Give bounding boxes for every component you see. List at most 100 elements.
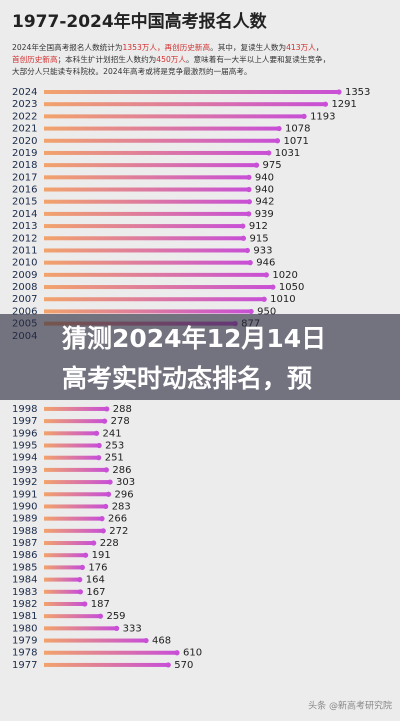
bar (44, 614, 101, 619)
y-tick-label: 1996 (12, 428, 37, 439)
bar (44, 187, 249, 192)
subtitle-segment: 。其中，复读生人数为 (210, 42, 286, 52)
bar-end (246, 199, 252, 205)
overlay-band (0, 314, 400, 400)
value-label: 228 (100, 538, 119, 549)
bar (44, 504, 106, 509)
bar (44, 285, 273, 290)
bar (44, 662, 169, 667)
y-tick-label: 2012 (12, 233, 37, 244)
bar-end (99, 516, 105, 522)
subtitle-segment: 413万人 (286, 43, 316, 52)
bar (44, 260, 251, 265)
subtitle-segment: 450万人 (156, 55, 186, 64)
value-label: 1031 (275, 148, 300, 159)
value-label: 1291 (331, 99, 356, 110)
bar (44, 114, 305, 119)
bar (44, 455, 99, 460)
value-label: 283 (112, 501, 131, 512)
value-label: 940 (255, 185, 274, 196)
bar-end (246, 211, 252, 217)
bar-end (96, 455, 102, 461)
value-label: 975 (263, 160, 282, 171)
value-label: 191 (92, 550, 111, 561)
value-label: 286 (112, 465, 131, 476)
y-tick-label: 1983 (12, 587, 37, 598)
y-tick-label: 1998 (12, 404, 37, 415)
value-label: 939 (255, 209, 274, 220)
y-tick-label: 2022 (12, 111, 37, 122)
bar-end (104, 406, 110, 412)
bar (44, 90, 339, 94)
value-label: 272 (109, 526, 128, 537)
value-label: 1193 (310, 111, 335, 122)
subtitle-segment: 2024年全国高考报名人数统计为 (12, 42, 122, 52)
value-label: 1010 (270, 294, 295, 305)
bar-end (91, 540, 97, 546)
value-label: 1050 (279, 282, 304, 293)
value-label: 164 (86, 575, 105, 586)
bar-end (83, 552, 89, 558)
y-tick-label: 1978 (12, 648, 37, 659)
subtitle-segment: 。意味着有一大半以上人要和复读生竞争， (186, 54, 330, 64)
value-label: 940 (255, 172, 274, 183)
bar (44, 528, 104, 533)
value-label: 950 (257, 306, 276, 317)
bar-end (263, 272, 269, 278)
value-label: 176 (88, 562, 107, 573)
bar-end (174, 650, 180, 656)
value-label: 278 (111, 416, 130, 427)
y-tick-label: 1991 (12, 489, 37, 500)
value-label: 266 (108, 514, 127, 525)
subtitle-line: 2024年全国高考报名人数统计为1353万人，再创历史新高。其中，复读生人数为4… (12, 42, 323, 52)
y-tick-label: 1993 (12, 465, 37, 476)
bar-end (253, 162, 260, 168)
y-tick-label: 2008 (12, 282, 37, 293)
bar-end (244, 247, 250, 254)
bar-end (165, 662, 171, 668)
bar-end (246, 174, 252, 180)
y-tick-label: 2007 (12, 294, 37, 305)
bar-end (77, 577, 83, 583)
value-label: 303 (116, 477, 135, 488)
bar-end (100, 528, 106, 534)
y-tick-label: 1980 (12, 623, 37, 634)
bar-end (93, 430, 100, 436)
y-tick-label: 2019 (12, 148, 37, 159)
y-tick-label: 1987 (12, 538, 37, 549)
value-label: 241 (103, 428, 122, 439)
bar (44, 102, 326, 107)
bar-end (247, 260, 253, 266)
y-tick-label: 1989 (12, 514, 37, 525)
bar (44, 650, 177, 655)
y-tick-label: 2011 (12, 245, 37, 256)
bar (44, 589, 81, 594)
bar-end (261, 296, 267, 302)
bar-end (105, 491, 112, 497)
bar (44, 138, 278, 143)
y-tick-label: 1977 (12, 660, 37, 671)
value-label: 570 (174, 660, 193, 671)
bar (44, 443, 100, 448)
bar (44, 126, 280, 131)
bar-end (322, 101, 329, 107)
y-tick-label: 2006 (12, 306, 37, 317)
y-tick-label: 1992 (12, 477, 37, 488)
bar (44, 175, 249, 180)
bar (44, 236, 244, 241)
bar (44, 601, 85, 606)
bar-end (103, 503, 109, 510)
subtitle-segment: 大部分人只能读专科院校。2024年高考或将是竞争最激烈的一届高考。 (12, 66, 252, 76)
y-tick-label: 1984 (12, 575, 37, 586)
bar (44, 419, 105, 424)
bar-end (96, 442, 102, 449)
value-label: 946 (256, 258, 275, 269)
bar-end (82, 601, 88, 607)
bar-end (270, 284, 276, 290)
chart-title: 1977-2024年中国高考报名人数 (12, 11, 268, 32)
bar-end (246, 186, 252, 193)
watermark: 头条 @新高考研究院 (308, 700, 392, 712)
bar (44, 163, 257, 168)
